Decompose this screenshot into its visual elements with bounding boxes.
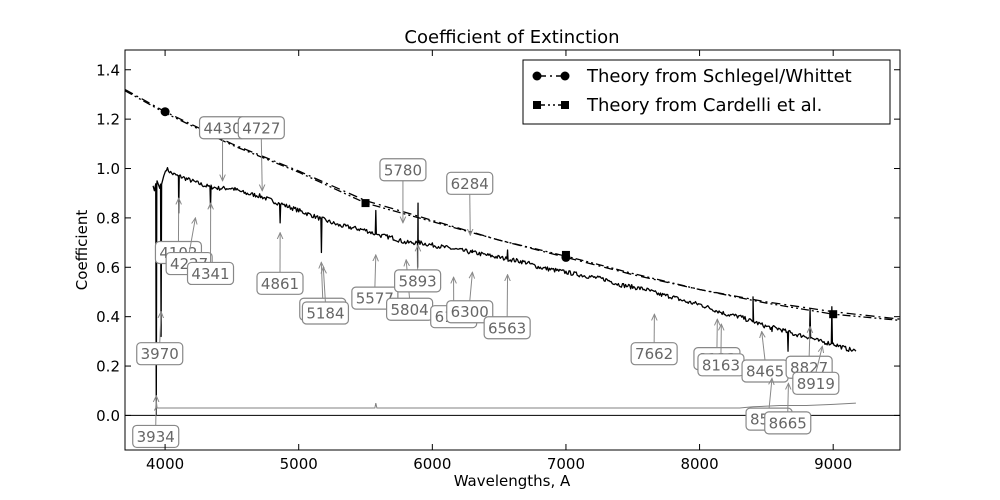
annotation-box: [630, 342, 678, 366]
annotation-label: 6284: [451, 175, 489, 193]
legend-label-cardelli: Theory from Cardelli et al.: [586, 95, 822, 116]
annotation-arrow: [188, 218, 195, 253]
y-tick-label: 0.0: [96, 407, 120, 425]
annotation-box: [301, 301, 350, 325]
annotation-box: [132, 424, 180, 449]
plot-area: 3934397041024227434144304727486151695184…: [96, 49, 901, 473]
annotation-arrow: [261, 138, 262, 191]
x-tick-label: 5000: [280, 455, 318, 473]
annotation-label: 3970: [141, 345, 179, 363]
annotation-label: 8919: [797, 375, 835, 393]
x-tick-label: 4000: [146, 455, 184, 473]
annotation-label: 7662: [635, 345, 673, 363]
y-tick-label: 1.0: [96, 160, 120, 178]
annotation-label: 5577: [356, 290, 394, 308]
annotation-label: 5780: [384, 161, 422, 179]
annotation-arrow: [809, 327, 810, 357]
marker-cardelli: [361, 199, 370, 208]
annotation-box: [764, 411, 812, 435]
annotation-arrow: [321, 262, 322, 299]
annotation-arrow: [160, 312, 161, 343]
y-tick-label: 1.2: [96, 111, 120, 129]
annotation-arrow: [375, 255, 376, 288]
y-tick-label: 0.6: [96, 259, 120, 277]
marker-cardelli: [561, 250, 570, 259]
x-tick-label: 7000: [547, 455, 585, 473]
y-tick-label: 0.2: [96, 358, 120, 376]
annotation-box: [379, 158, 427, 182]
x-tick-label: 6000: [413, 455, 451, 473]
annotation-label: 6563: [488, 319, 526, 337]
annotation-box: [446, 171, 494, 195]
annotation-arrow: [769, 378, 772, 409]
annotation-arrow: [323, 267, 325, 302]
annotation-label: 5184: [306, 304, 344, 322]
series-baseline: [153, 400, 856, 411]
legend-marker-schlegel: [532, 71, 542, 81]
y-tick-label: 0.4: [96, 308, 120, 326]
legend-marker-cardelli: [533, 101, 541, 109]
annotation-label: 5804: [391, 301, 429, 319]
annotation-arrow: [815, 346, 822, 373]
marker-cardelli: [829, 310, 838, 319]
annotation-box: [237, 116, 285, 140]
annotation-label: 8665: [769, 414, 807, 432]
annotation-label: 8465: [746, 362, 784, 380]
annotation-box: [483, 316, 531, 340]
chart-title: Coefficient of Extinction: [404, 27, 619, 48]
annotation-label: 4861: [261, 275, 299, 293]
y-axis-label: Coefficient: [73, 210, 91, 291]
annotation-label: 8163: [702, 356, 740, 374]
annotation-arrow: [788, 383, 789, 412]
legend-marker-schlegel-end: [560, 71, 570, 81]
annotation-arrow: [470, 194, 471, 235]
x-tick-label: 8000: [680, 455, 718, 473]
y-tick-label: 1.4: [96, 61, 120, 79]
legend-marker-cardelli-end: [561, 101, 569, 109]
legend-box: [522, 59, 891, 125]
annotation-arrow: [156, 396, 157, 426]
annotation-label: 4727: [242, 119, 280, 137]
series-observed-extinction: [152, 166, 857, 417]
annotation-box: [394, 269, 442, 293]
y-tick-label: 0.8: [96, 209, 120, 227]
legend-label-schlegel: Theory from Schlegel/Whittet: [586, 66, 852, 87]
plot-frame: [124, 49, 901, 451]
annotation-box: [256, 271, 304, 295]
annotation-arrow: [470, 272, 473, 301]
annotation-label: 3934: [137, 428, 175, 446]
x-tick-label: 9000: [814, 455, 852, 473]
annotation-label: 4341: [191, 265, 229, 283]
annotation-label: 6300: [451, 303, 489, 321]
annotation-box: [446, 300, 494, 324]
annotation-box: [136, 342, 184, 366]
annotation-arrow: [762, 331, 765, 361]
x-axis-label: Wavelengths, A: [454, 472, 571, 490]
series-cardelli: [125, 90, 900, 322]
annotation-box: [792, 371, 840, 395]
legend: Theory from Schlegel/Whittet Theory from…: [522, 59, 891, 125]
annotation-label: 4430: [203, 119, 241, 137]
annotation-label: 5893: [399, 272, 437, 290]
annotation-box: [186, 261, 235, 286]
